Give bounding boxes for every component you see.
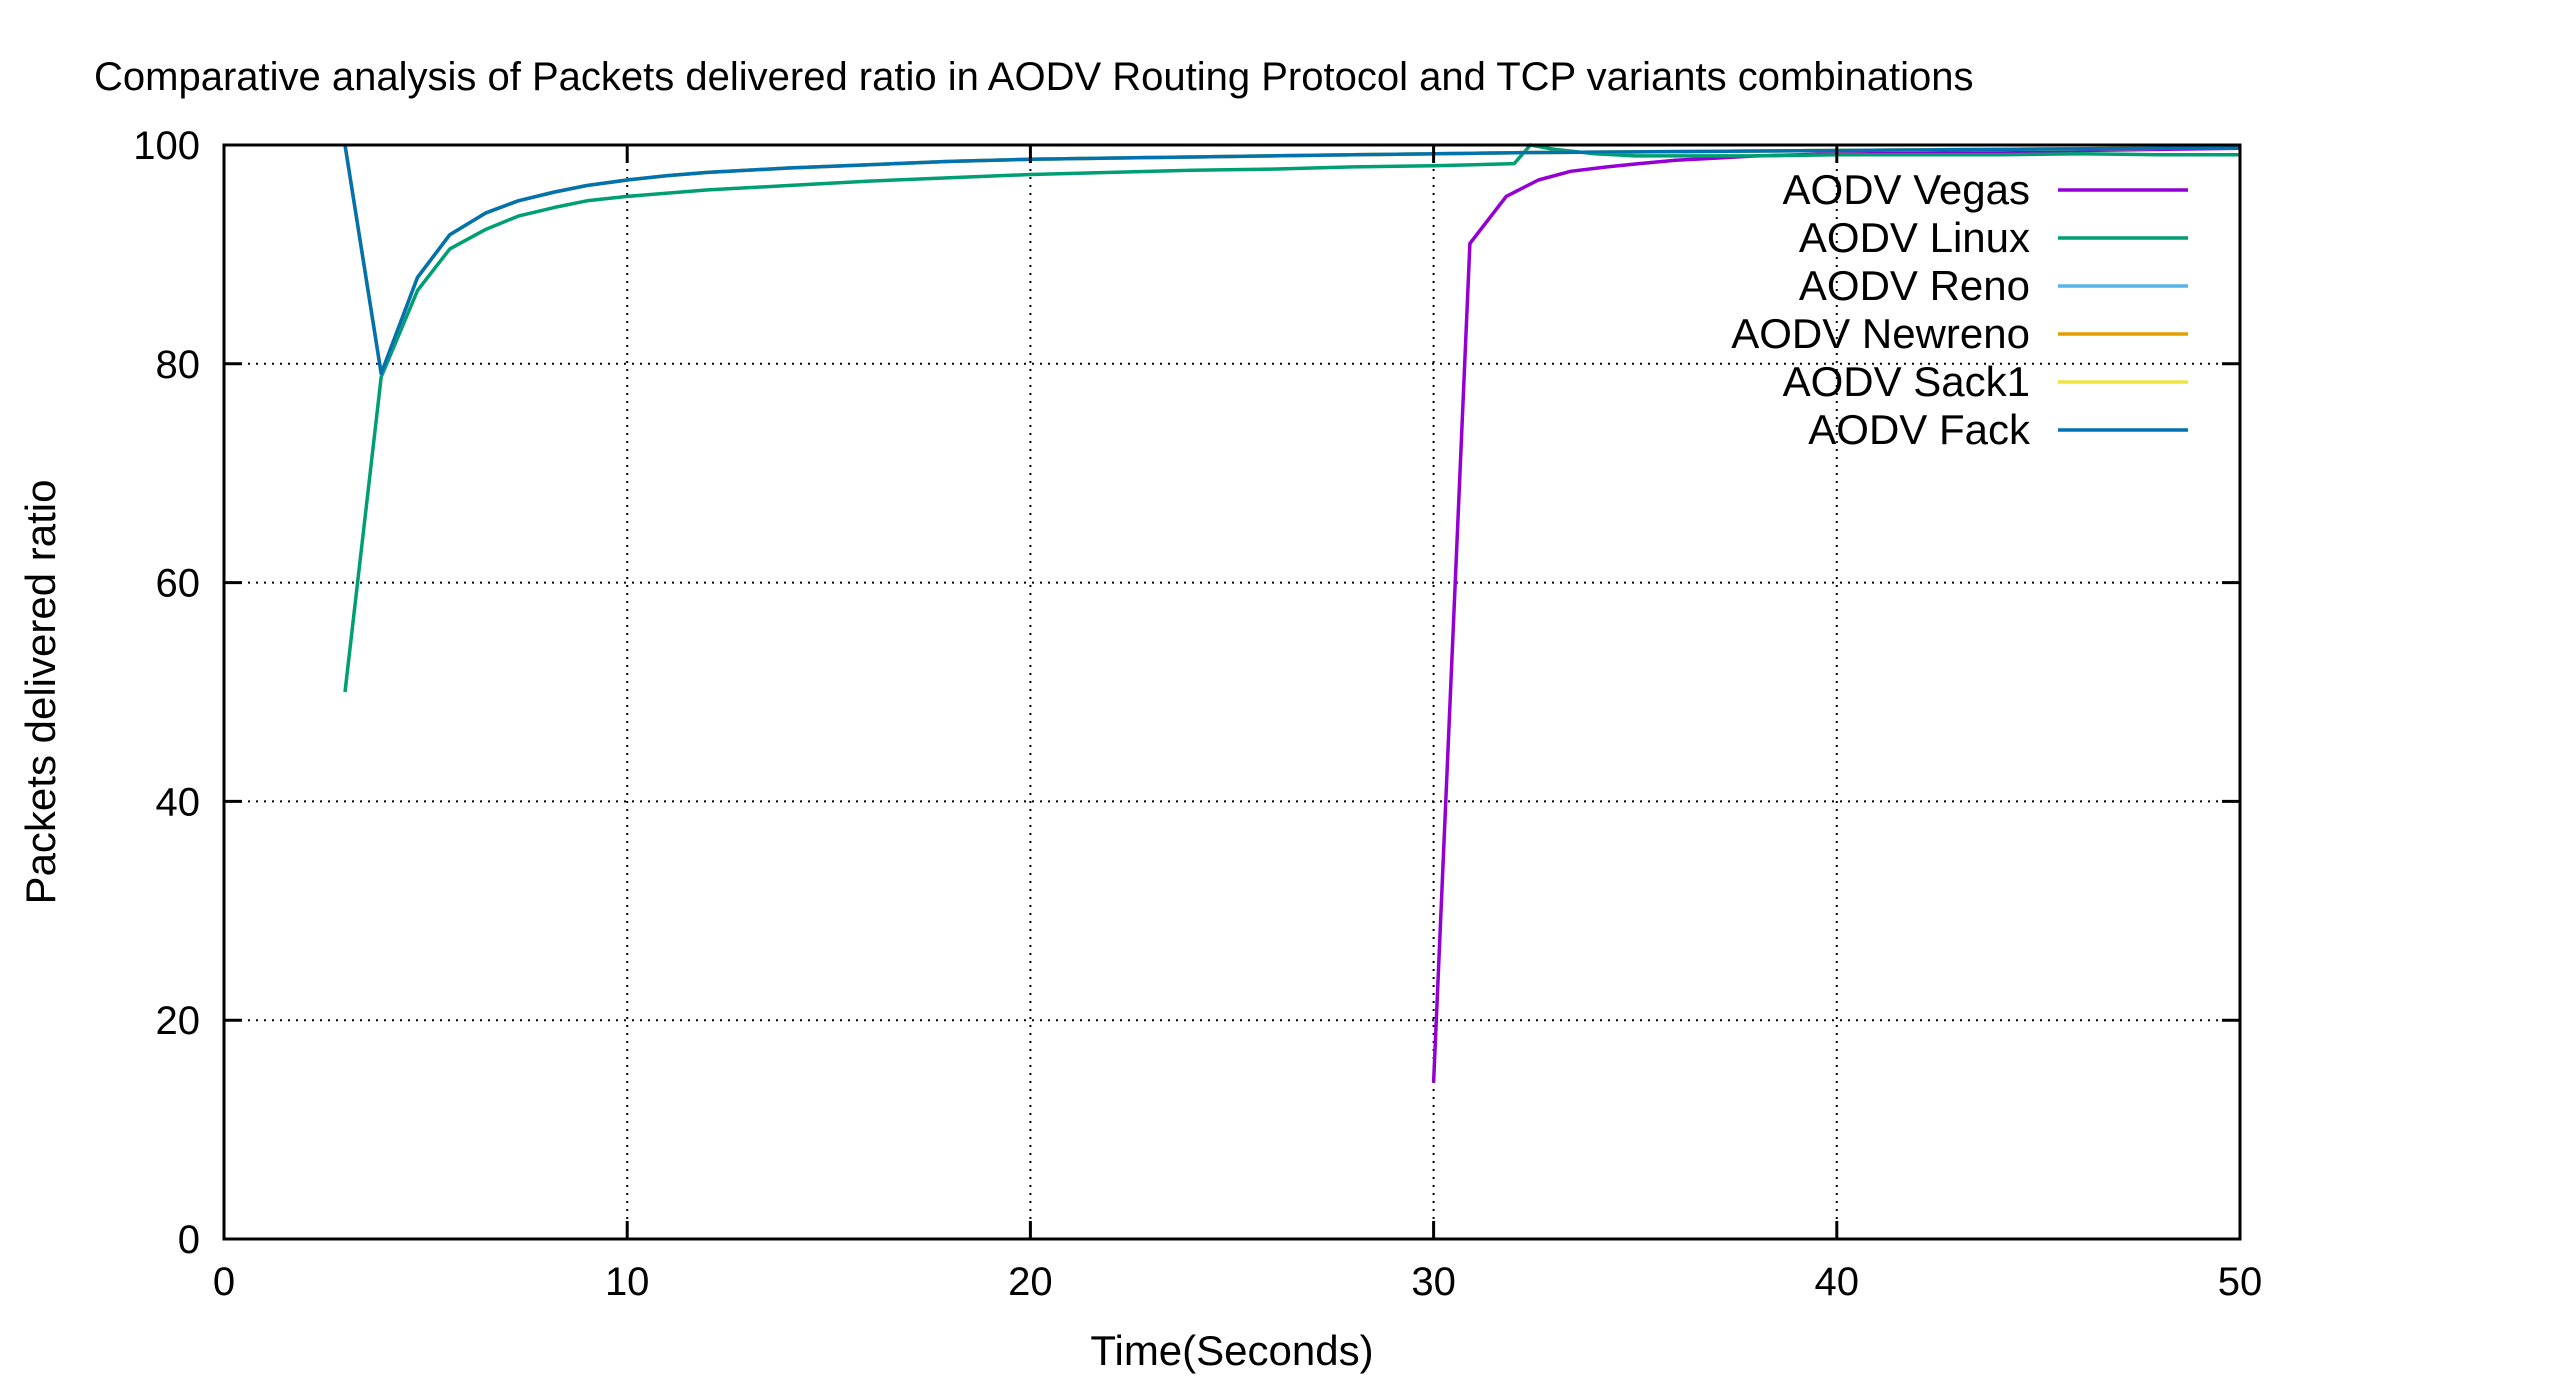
x-axis-label: Time(Seconds) [1090, 1327, 1373, 1374]
y-tick-label: 80 [156, 343, 201, 387]
y-tick-label: 40 [156, 780, 201, 824]
series-line-aodv-linux [343, 143, 2240, 693]
legend-label-aodv-reno: AODV Reno [1799, 262, 2030, 309]
x-tick-label: 0 [213, 1260, 235, 1304]
legend-label-aodv-linux: AODV Linux [1799, 214, 2030, 261]
axis-ticks: 0 10 20 30 40 50 0 20 40 60 80 100 [133, 124, 2262, 1304]
series-lines [343, 143, 2241, 1083]
y-tick-label: 20 [156, 999, 201, 1043]
series-line-aodv-fack [343, 144, 2240, 376]
legend-label-aodv-newreno: AODV Newreno [1731, 310, 2030, 357]
legend-label-aodv-vegas: AODV Vegas [1783, 166, 2030, 213]
chart-title: Comparative analysis of Packets delivere… [94, 55, 1973, 99]
series-line-aodv-vegas [1431, 146, 2241, 1083]
plot-frame [222, 143, 2242, 1241]
x-tick-label: 10 [605, 1260, 650, 1304]
grid [224, 145, 2240, 1239]
y-tick-label: 0 [178, 1218, 200, 1262]
x-tick-label: 30 [1411, 1260, 1456, 1304]
y-axis-label: Packets delivered ratio [17, 480, 64, 905]
x-tick-label: 40 [1815, 1260, 1860, 1304]
y-tick-label: 100 [133, 124, 200, 168]
x-tick-label: 50 [2218, 1260, 2263, 1304]
legend-label-aodv-fack: AODV Fack [1808, 406, 2031, 453]
x-tick-label: 20 [1008, 1260, 1053, 1304]
legend-label-aodv-sack1: AODV Sack1 [1783, 358, 2030, 405]
y-tick-label: 60 [156, 562, 201, 606]
